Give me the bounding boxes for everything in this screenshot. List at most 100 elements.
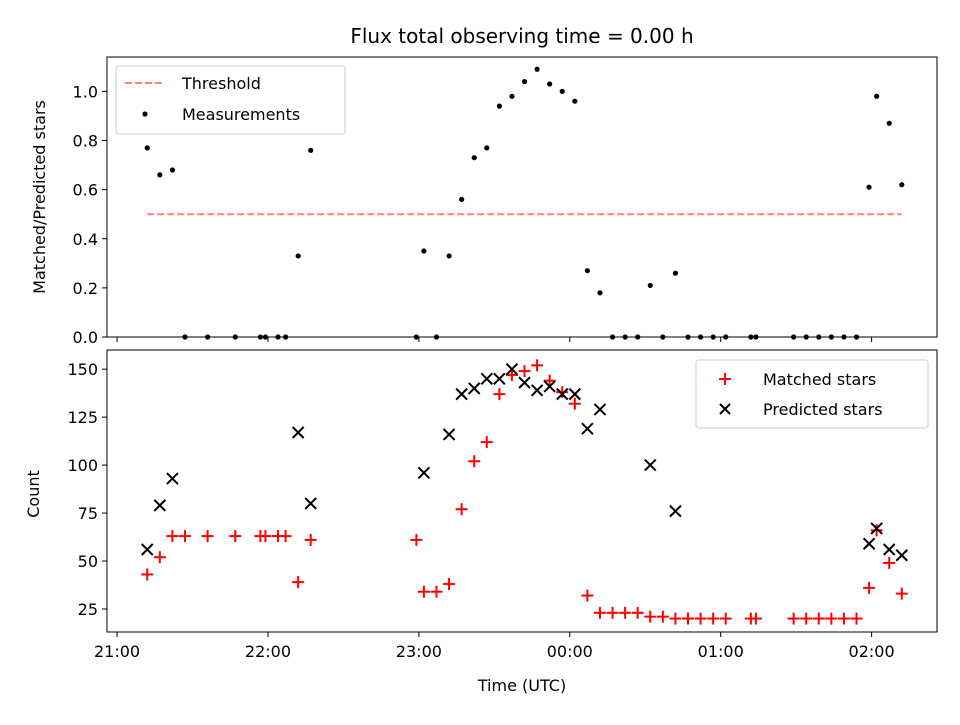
measurement-point — [672, 270, 679, 276]
top-chart-title: Flux total observing time = 0.00 h — [350, 24, 693, 48]
x-tick-label: 02:00 — [849, 642, 895, 661]
matched-point — [455, 503, 468, 516]
matched-point — [292, 576, 305, 589]
measurement-point — [169, 167, 175, 173]
predicted-point — [468, 382, 481, 395]
predicted-point — [530, 384, 544, 397]
y-tick-label: 25 — [78, 600, 98, 619]
measurement-point — [886, 120, 892, 126]
x-tick-label: 21:00 — [94, 642, 140, 661]
predicted-point — [543, 380, 556, 393]
matched-point — [430, 585, 443, 598]
y-tick-label: 0.4 — [73, 230, 98, 249]
matched-point — [417, 585, 430, 598]
measurement-point — [647, 282, 653, 289]
measurement-point — [521, 78, 528, 85]
matched-point — [870, 524, 883, 537]
measurement-point — [157, 172, 163, 178]
matched-point — [166, 530, 179, 543]
predicted-point — [291, 426, 305, 439]
y-tick-label: 1.0 — [73, 82, 98, 101]
matched-point — [304, 533, 317, 546]
measurement-point — [866, 184, 872, 190]
measurement-point — [471, 155, 477, 161]
measurement-point — [144, 145, 150, 151]
measurement-point — [509, 93, 515, 99]
x-tick-label: 01:00 — [698, 642, 744, 661]
matched-point — [719, 612, 732, 625]
measurement-point — [459, 196, 465, 203]
measurement-point — [484, 145, 490, 151]
predicted-point — [669, 504, 682, 518]
y-tick-label: 0.8 — [73, 132, 98, 151]
predicted-point — [568, 387, 582, 401]
predicted-point — [493, 372, 506, 385]
measurement-point — [547, 81, 553, 87]
predicted-point — [895, 549, 908, 562]
legend-predicted-swatch — [719, 403, 731, 415]
matched-point — [606, 606, 619, 619]
top-legend: Threshold Measurements — [115, 65, 346, 135]
predicted-point — [166, 472, 179, 485]
plot-frame — [106, 349, 938, 633]
legend-measurements-label: Measurements — [182, 105, 300, 124]
matched-point — [837, 612, 850, 625]
matched-point — [178, 530, 191, 543]
matched-point — [883, 556, 896, 569]
predicted-point — [304, 497, 317, 510]
predicted-point — [556, 387, 569, 401]
x-axis-label: Time (UTC) — [477, 676, 566, 695]
matched-point — [825, 612, 838, 625]
legend-threshold-label: Threshold — [181, 74, 261, 93]
matched-point — [644, 610, 657, 623]
predicted-point — [883, 543, 896, 556]
measurement-point — [899, 182, 905, 188]
matched-point — [656, 610, 669, 623]
measurement-point — [584, 268, 590, 274]
matched-point — [153, 551, 166, 564]
measurement-point — [534, 66, 540, 72]
y-tick-label: 100 — [67, 456, 98, 475]
bottom-legend-box — [695, 359, 929, 429]
matched-point — [468, 455, 481, 468]
matched-point — [279, 530, 292, 543]
x-tick-label: 00:00 — [547, 642, 593, 661]
matched-point — [787, 612, 800, 625]
legend-measurements-swatch — [142, 111, 148, 117]
predicted-point — [581, 422, 594, 435]
predicted-point — [417, 466, 431, 479]
predicted-point — [593, 403, 607, 416]
legend-matched-label: Matched stars — [763, 370, 876, 389]
matched-point — [531, 359, 544, 372]
x-tick-label: 23:00 — [396, 642, 442, 661]
predicted-point — [455, 387, 468, 401]
top-plot-area: 0.0 0.2 0.4 0.6 0.8 1.0 — [73, 56, 938, 347]
matched-point — [141, 568, 154, 581]
y-tick-label: 150 — [67, 360, 98, 379]
measurement-point — [308, 147, 314, 153]
predicted-point — [505, 362, 519, 376]
predicted-point — [870, 522, 883, 535]
predicted-point — [141, 543, 154, 556]
matched-point — [863, 581, 876, 594]
measurement-point — [421, 248, 427, 254]
matched-point — [682, 612, 694, 625]
matched-point — [480, 436, 493, 449]
matched-point — [581, 589, 594, 602]
bottom-legend: Matched stars Predicted stars — [695, 359, 929, 429]
legend-matched-swatch — [719, 373, 731, 385]
measurement-point — [496, 103, 502, 109]
matched-point — [669, 612, 682, 625]
matched-point — [850, 612, 863, 625]
matched-point — [493, 388, 506, 401]
predicted-point — [442, 428, 456, 441]
matched-point — [259, 530, 272, 543]
legend-predicted-label: Predicted stars — [763, 400, 883, 419]
matched-point — [619, 606, 632, 619]
matched-point — [749, 612, 762, 625]
matched-point — [707, 612, 720, 625]
predicted-point — [862, 537, 876, 550]
top-legend-box — [115, 65, 346, 135]
